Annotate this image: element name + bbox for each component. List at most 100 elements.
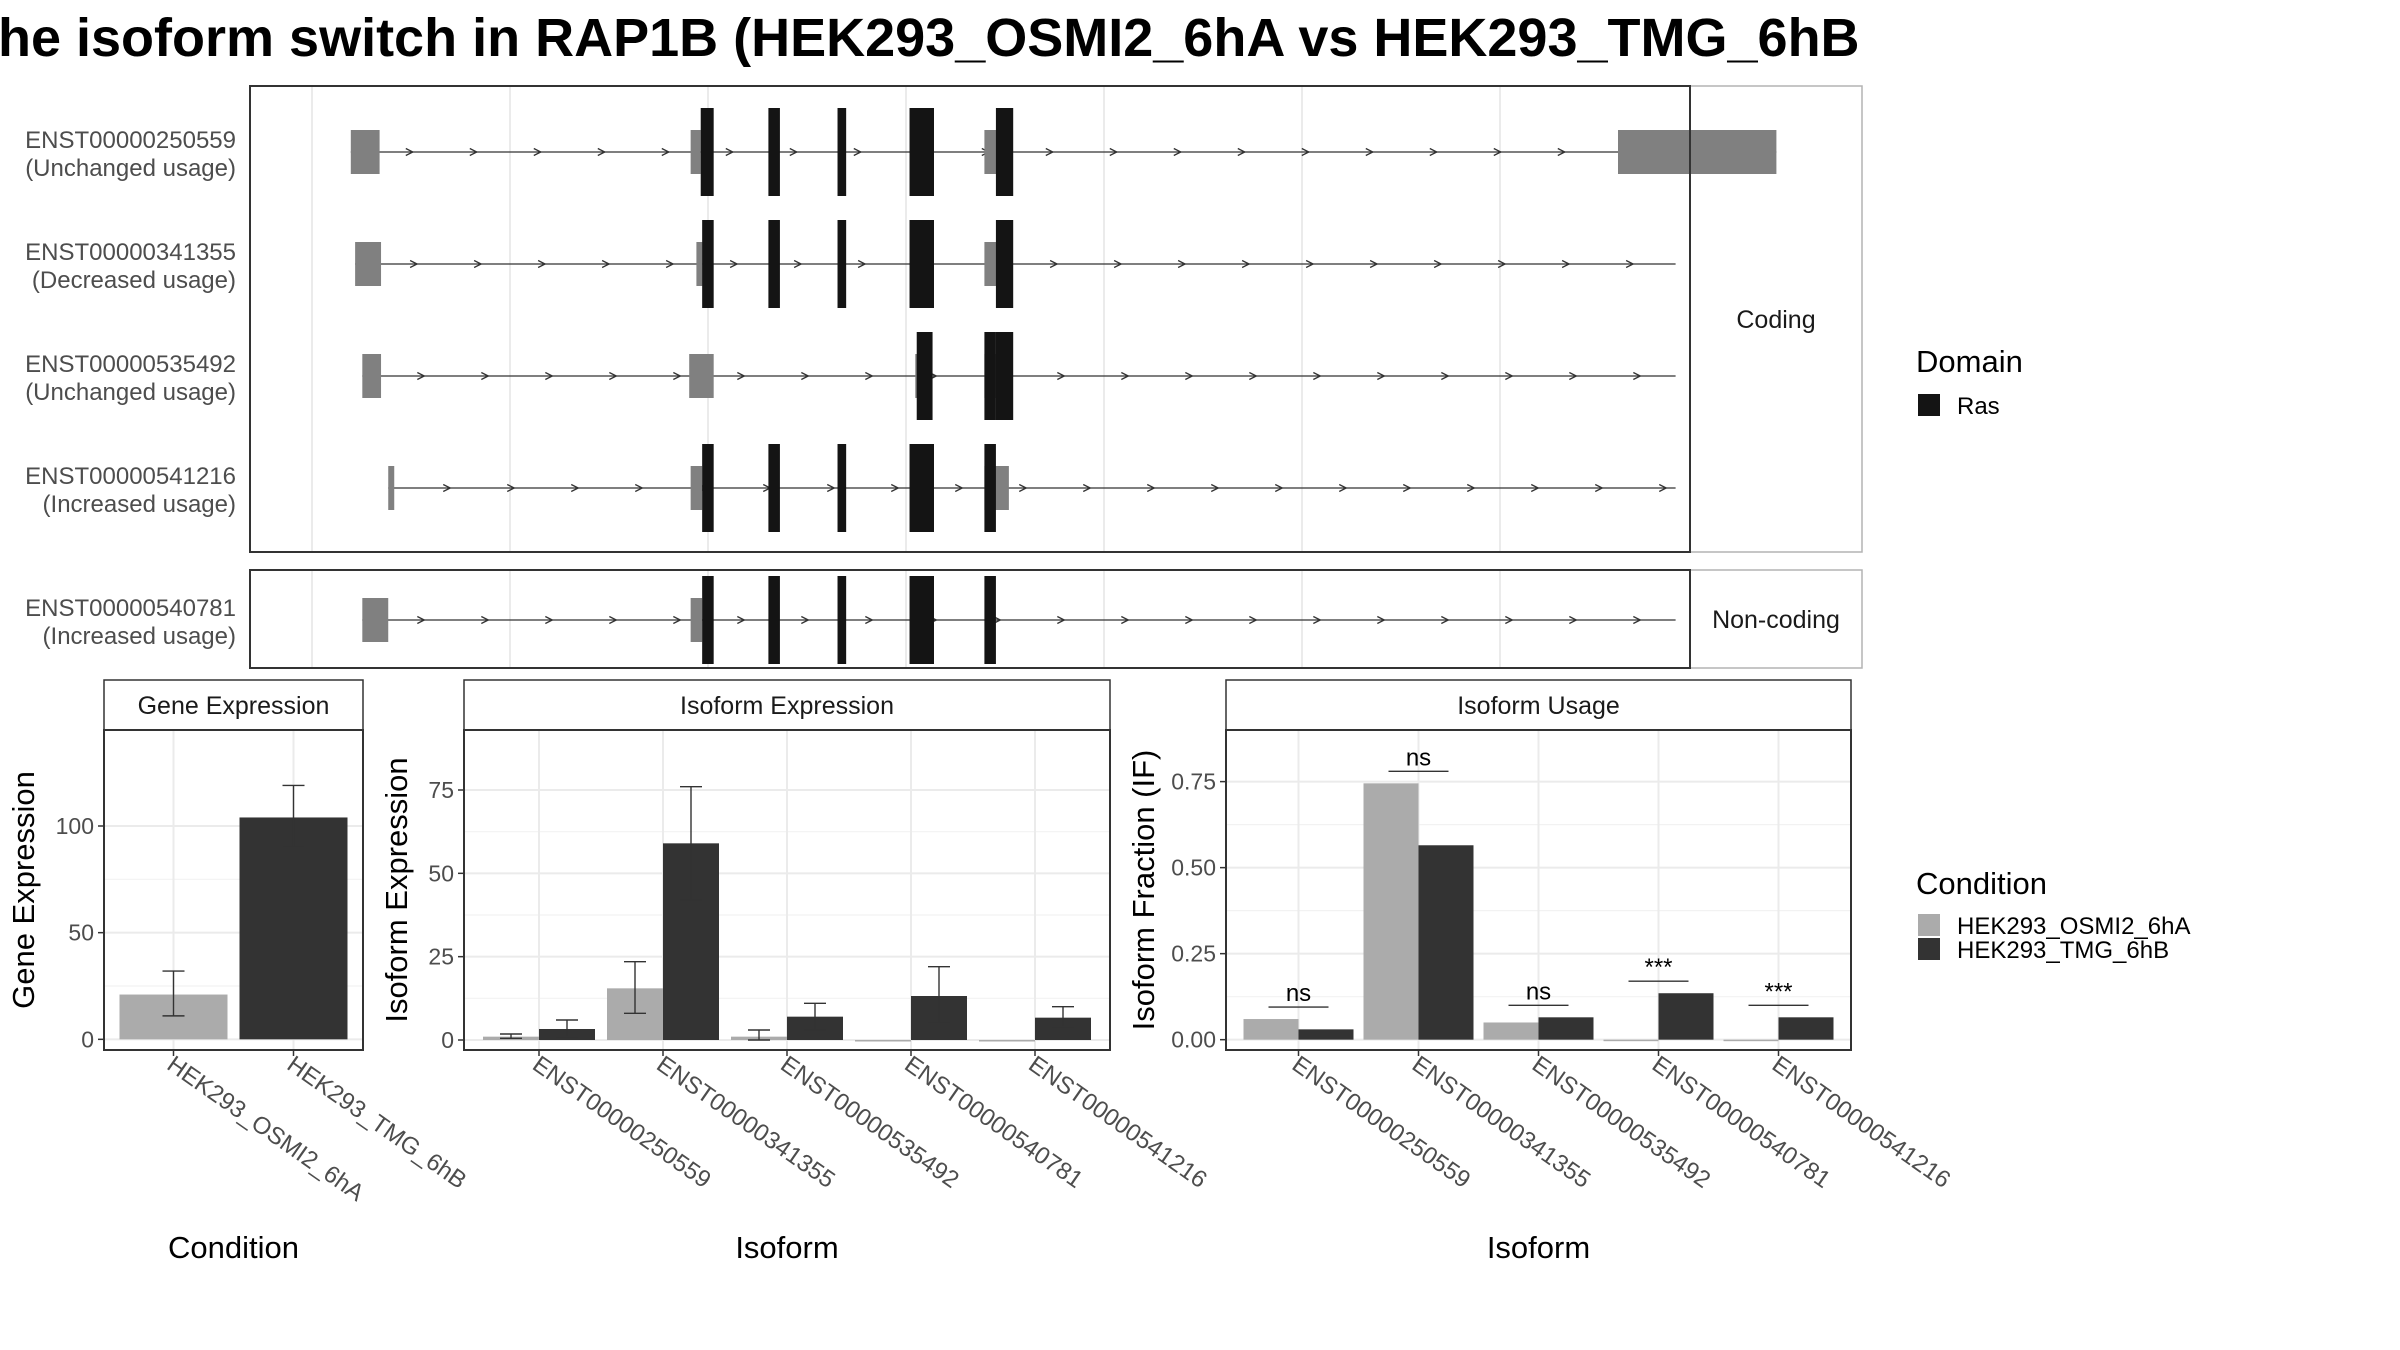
utr-exon (362, 354, 382, 398)
transcript-usage-label: (Unchanged usage) (25, 379, 236, 406)
direction-arrow (1121, 371, 1130, 381)
ras-domain-exon (995, 332, 1014, 420)
utr-exon (355, 242, 382, 286)
condition-legend-label: HEK293_TMG_6hB (1957, 937, 2169, 964)
ras-domain-exon (768, 444, 780, 532)
direction-arrow (1633, 615, 1642, 625)
direction-arrow (634, 483, 644, 493)
bar-ENST00000540781-series-0 (1603, 1039, 1659, 1042)
bar-ENST00000540781-series-1 (1658, 993, 1714, 1040)
direction-arrow (417, 371, 426, 381)
direction-arrow (1505, 615, 1514, 625)
y-tick-label: 0.25 (1171, 941, 1216, 967)
structure-strip-label: Non-coding (1712, 606, 1840, 634)
chart-panel-border (1225, 729, 1852, 1051)
utr-exon (690, 130, 701, 174)
direction-arrow (789, 147, 799, 157)
ras-domain-exon (702, 444, 714, 532)
x-axis-title: Isoform (735, 1230, 838, 1265)
structure-group-1: Non-coding ENST00000540781(Increased usag… (25, 569, 1863, 669)
utr-exon (362, 598, 389, 642)
bar-ENST00000541216-series-1 (1778, 1017, 1834, 1040)
utr-exon (1618, 130, 1777, 174)
direction-arrow (533, 147, 543, 157)
ras-domain-exon (768, 220, 780, 308)
ras-domain-exon (909, 108, 934, 196)
condition-legend-swatch (1918, 914, 1940, 936)
legends: Domain Ras Condition HEK293_OSMI2_6hAHEK293… (1916, 344, 2190, 964)
domain-legend-title: Domain (1916, 344, 2023, 379)
direction-arrow (1301, 147, 1311, 157)
structure-strip-label: Coding (1736, 306, 1815, 334)
direction-arrow (1493, 147, 1503, 157)
direction-arrow (1177, 259, 1187, 269)
structure-panel-border (249, 85, 1691, 553)
direction-arrow (725, 147, 735, 157)
x-tick-label: HEK293_OSMI2_6hA (162, 1051, 369, 1207)
direction-arrow (409, 259, 419, 269)
domain-legend-label: Ras (1957, 393, 2000, 420)
direction-arrow (737, 371, 746, 381)
direction-arrow (1082, 483, 1092, 493)
direction-arrow (417, 615, 426, 625)
chart-title: Gene Expression (138, 692, 330, 720)
bar-ENST00000341355-series-0 (1363, 783, 1419, 1040)
direction-arrow (801, 615, 810, 625)
direction-arrow (1429, 147, 1439, 157)
direction-arrow (729, 259, 739, 269)
ras-domain-exon (916, 332, 933, 420)
transcript-usage-label: (Increased usage) (43, 491, 236, 518)
direction-arrow (570, 483, 580, 493)
direction-arrow (537, 259, 547, 269)
transcript-id-label: ENST00000535492 (25, 351, 236, 378)
transcript-ENST00000341355: ENST00000341355(Decreased usage) (25, 220, 1676, 308)
x-axis-title: Condition (168, 1230, 299, 1265)
direction-arrow (865, 615, 874, 625)
y-tick-label: 0 (441, 1027, 454, 1053)
utr-exon (696, 242, 703, 286)
direction-arrow (1045, 147, 1055, 157)
direction-arrow (1594, 483, 1604, 493)
y-tick-label: 50 (68, 920, 94, 946)
direction-arrow (1658, 483, 1668, 493)
direction-arrow (1274, 483, 1284, 493)
condition-legend-label: HEK293_OSMI2_6hA (1957, 913, 2190, 940)
direction-arrow (1049, 259, 1059, 269)
transcript-id-label: ENST00000540781 (25, 595, 236, 622)
direction-arrow (1377, 371, 1386, 381)
direction-arrow (609, 615, 618, 625)
ras-domain-exon (984, 332, 996, 420)
direction-arrow (1018, 483, 1028, 493)
x-axis-title: Isoform (1487, 1230, 1590, 1265)
direction-arrow (1249, 371, 1258, 381)
ras-domain-exon (909, 576, 934, 664)
direction-arrow (661, 147, 671, 157)
direction-arrow (1466, 483, 1476, 493)
direction-arrow (545, 371, 554, 381)
chart-panel-border (463, 729, 1111, 1051)
chart-strip (1225, 679, 1852, 731)
bar-HEK293_TMG_6hB-series-0 (239, 817, 348, 1040)
direction-arrow (405, 147, 415, 157)
y-tick-label: 100 (56, 813, 94, 839)
direction-arrow (1210, 483, 1220, 493)
direction-arrow (597, 147, 607, 157)
direction-arrow (1369, 259, 1379, 269)
direction-arrow (1313, 615, 1322, 625)
direction-arrow (506, 483, 516, 493)
significance-label: *** (1764, 978, 1792, 1005)
direction-arrow (1441, 371, 1450, 381)
y-tick-label: 0 (81, 1026, 94, 1052)
bar-ENST00000341355-series-1 (1418, 845, 1474, 1040)
bar-ENST00000541216-series-0 (979, 1040, 1035, 1042)
direction-arrow (665, 259, 675, 269)
significance-label: ns (1526, 978, 1551, 1005)
bar-ENST00000541216-series-1 (1035, 1017, 1091, 1040)
direction-arrow (1109, 147, 1119, 157)
direction-arrow (1377, 615, 1386, 625)
direction-arrow (601, 259, 611, 269)
ras-domain-exon (837, 444, 847, 532)
transcript-usage-label: (Decreased usage) (32, 267, 236, 294)
direction-arrow (1569, 615, 1578, 625)
